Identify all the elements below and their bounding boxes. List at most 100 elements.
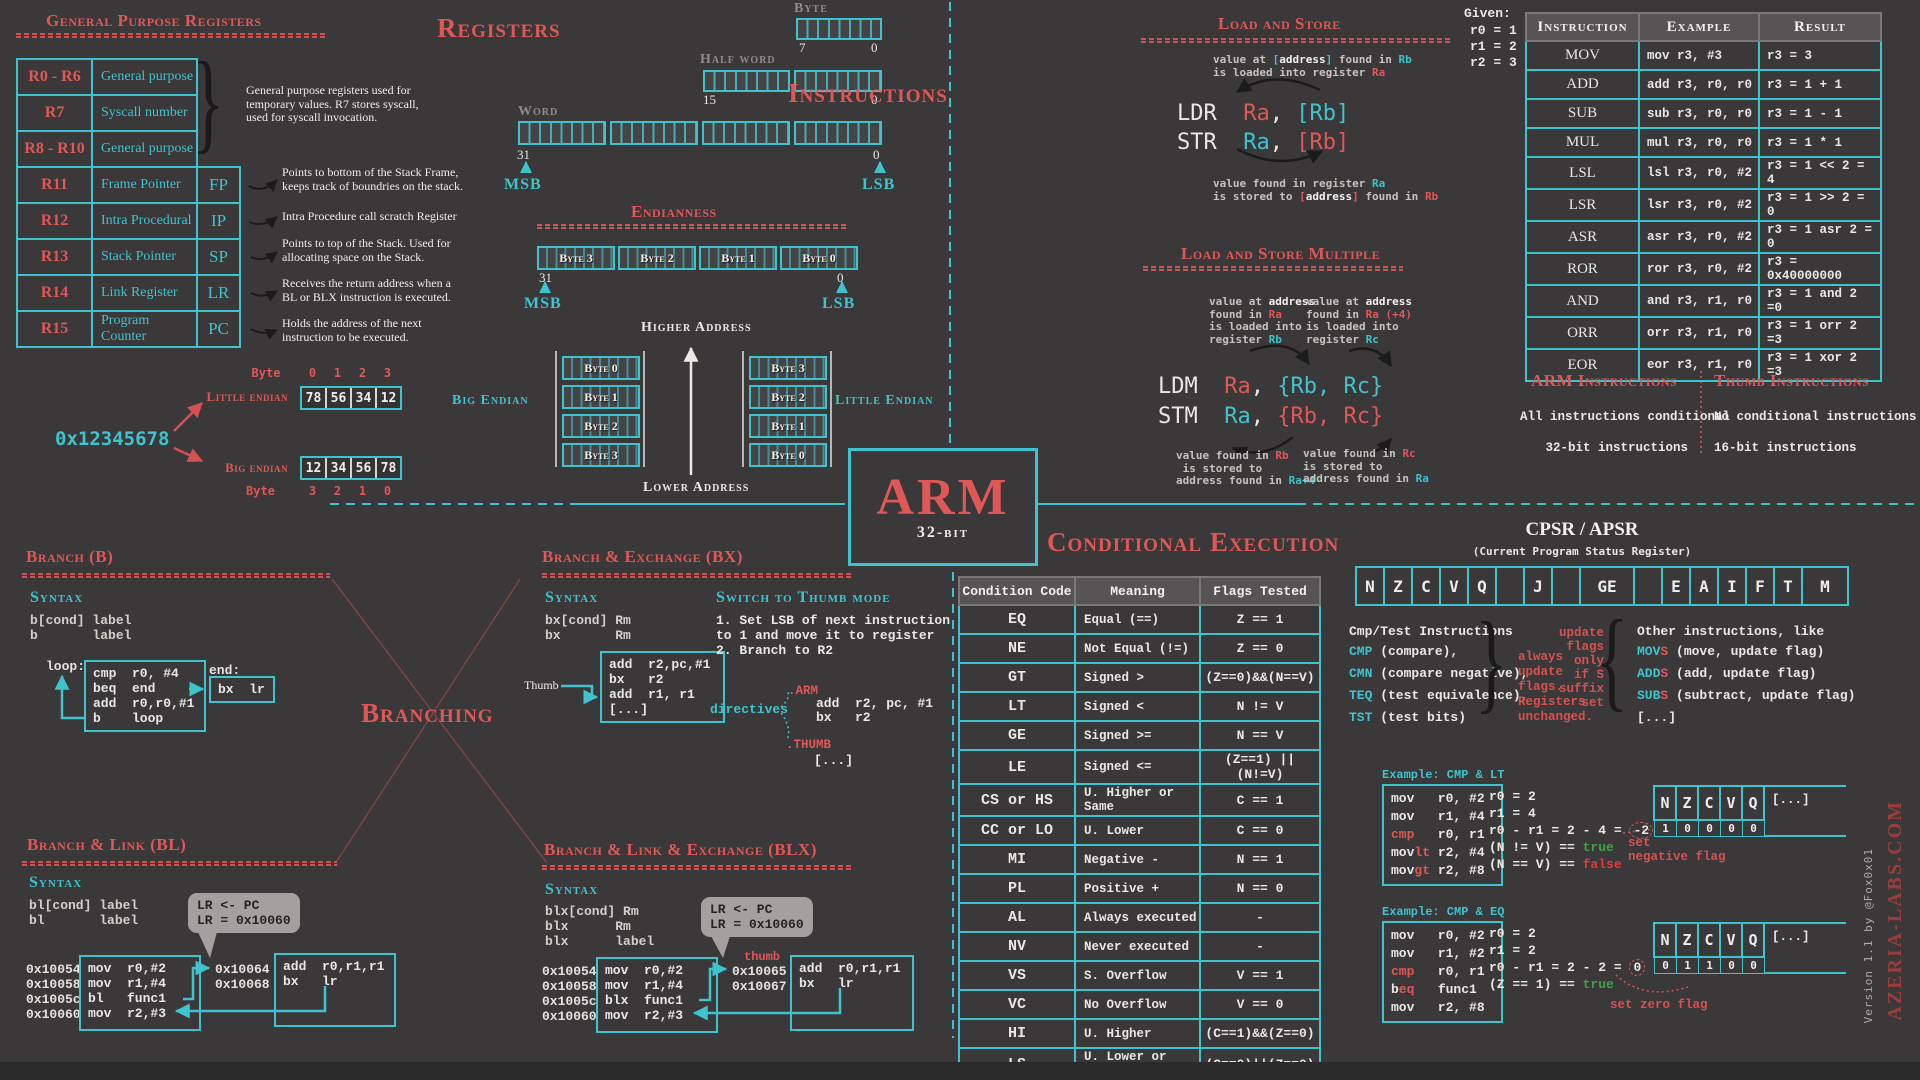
code-line: mov r2,#3 — [88, 1006, 167, 1021]
cpsr-title: CPSR / APSR — [1525, 519, 1639, 540]
flag-letter-cell: N — [1653, 785, 1677, 821]
thumb-instructions-title: Thumb Instructions — [1714, 371, 1870, 390]
table-row: ADD add r3, r0, r0 r3 = 1 + 1 — [1525, 69, 1882, 100]
note-line: value found in register Ra — [1213, 177, 1438, 191]
word-cells-0 — [794, 121, 882, 145]
always-update-note: always update flags. Registers unchanged… — [1518, 650, 1594, 724]
table-row: AL Always executed - — [958, 902, 1321, 933]
flag-letter-cell: Q — [1741, 922, 1765, 958]
flag-value-cell: 0 — [1742, 820, 1765, 837]
word-size-label: Word — [518, 104, 559, 119]
text-segment: ] — [1352, 189, 1359, 203]
table-row: VS S. Overflow V == 1 — [958, 960, 1321, 991]
instruction-line: TEQ (test equivalence), — [1349, 688, 1528, 710]
register-name: R11 — [16, 166, 93, 204]
text-segment: TST — [1349, 710, 1373, 725]
syntax-line: blx[cond] Rm — [545, 904, 639, 919]
text-segment: SUB — [1637, 688, 1661, 703]
column-header: Flags Tested — [1199, 576, 1321, 606]
register-row: R15 Program Counter PC — [16, 310, 241, 348]
table-header-row: Instruction Example Result — [1525, 12, 1882, 42]
byte-value-cell: 34 — [327, 458, 352, 478]
register-alias: SP — [196, 238, 241, 276]
table-cell: (Z==1) || (N!=V) — [1199, 749, 1321, 785]
thumb-directive: .THUMB — [786, 738, 832, 752]
text-segment: address found in — [1176, 474, 1289, 487]
table-cell: NE — [958, 633, 1076, 664]
site-credit: AZERIA-LABS.COM — [1884, 800, 1906, 1021]
note-line: value at [address] found in Rb — [1213, 53, 1412, 67]
text-segment: r0, r1 — [1414, 827, 1485, 842]
table-cell: LSL — [1525, 156, 1640, 190]
text-segment: gt — [1414, 863, 1431, 878]
set-negative-flag-note: set negative flag — [1628, 836, 1726, 864]
big-endian-label: Big Endian — [452, 393, 529, 408]
note-line: value found in Rc — [1303, 447, 1429, 461]
stack-rail — [555, 351, 557, 467]
byte-value-cell: 12 — [377, 388, 400, 408]
text-segment: is stored to — [1213, 189, 1300, 203]
byte-index: 0 — [383, 484, 392, 498]
branch-bl-underline — [22, 861, 337, 866]
table-row: LT Signed < N != V — [958, 691, 1321, 722]
table-cell: lsl r3, r0, #2 — [1638, 156, 1760, 190]
bl-target-addresses: 0x10064 0x10068 — [215, 962, 270, 992]
table-cell: ASR — [1525, 220, 1640, 254]
blx-addresses: 0x10054 0x10058 0x1005c 0x10060 — [542, 964, 597, 1024]
table-row: EQ Equal (==) Z == 1 — [958, 604, 1321, 635]
halfword-size-label: Half word — [700, 52, 776, 67]
flag-value-cell: 0 — [1654, 957, 1677, 974]
text-segment: S — [1660, 644, 1669, 659]
table-cell: Signed > — [1074, 662, 1201, 693]
cpsr-bit-C: C — [1411, 566, 1441, 606]
cpsr-bit-T: T — [1773, 566, 1803, 606]
table-cell: MOV — [1525, 40, 1640, 71]
note-line: found in Ra (+4) — [1306, 308, 1412, 322]
bottom-bar — [0, 1062, 1920, 1080]
blx-target-addresses: 0x10065 0x10067 — [732, 964, 787, 994]
registers-title: Registers — [437, 13, 561, 43]
register-description: General purpose — [91, 130, 198, 168]
bubble-line: LR <- PC — [197, 898, 260, 913]
text-segment: [ — [1299, 189, 1306, 203]
word-cells-1 — [702, 121, 790, 145]
table-cell: r3 = 1 + 1 — [1758, 69, 1882, 100]
note-line: address found in Ra+4 — [1176, 474, 1315, 488]
table-cell: ROR — [1525, 252, 1640, 286]
result-line: r1 = 4 — [1489, 805, 1653, 822]
text-segment: CMN — [1349, 666, 1373, 681]
byte-index: 2 — [333, 484, 342, 498]
stack-rail — [643, 351, 645, 467]
table-row: VC No Overflow V == 0 — [958, 989, 1321, 1020]
instruction-line: CMN (compare negative), — [1349, 666, 1528, 688]
endianness-title: Endianness — [631, 202, 717, 221]
register-description: Link Register — [91, 274, 198, 312]
text-segment: Rb — [1268, 332, 1282, 346]
table-cell: r3 = 3 — [1758, 40, 1882, 71]
bit31-tick: 31 — [539, 270, 552, 285]
gpr-brace: } — [192, 40, 225, 164]
text-segment: mov r0, #2 — [1391, 928, 1485, 943]
byte-value-cell: 56 — [327, 388, 352, 408]
byte-index: 1 — [333, 366, 342, 380]
cpsr-bit-N: N — [1355, 566, 1385, 606]
byte-index: 2 — [358, 366, 367, 380]
given-line: r1 = 2 — [1470, 39, 1517, 54]
text-segment: LDR — [1177, 101, 1244, 126]
table-cell: VC — [958, 989, 1076, 1020]
text-segment: Ra — [1224, 404, 1251, 429]
gpr-note-pc: Holds the address of the next instructio… — [282, 316, 422, 344]
str-instruction: STR Ra, [Rb] — [1177, 130, 1349, 155]
byte-size-label: Byte — [794, 1, 828, 16]
code-line: [...] — [609, 702, 649, 717]
text-segment: r1 = 4 — [1489, 806, 1536, 821]
byte-word: Byte — [246, 484, 275, 498]
table-cell: lsr r3, r0, #2 — [1638, 188, 1760, 222]
thumb-directive-code: [...] — [814, 753, 854, 768]
cpsr-bit-F: F — [1745, 566, 1775, 606]
arm-instructions-title: ARM Instructions — [1531, 371, 1678, 390]
little-endian-example-label: Little endian — [206, 389, 288, 404]
branch-blx-underline — [542, 865, 853, 870]
endianness-underline — [537, 224, 848, 229]
code-line: cmp r0, r1 — [1391, 826, 1494, 844]
